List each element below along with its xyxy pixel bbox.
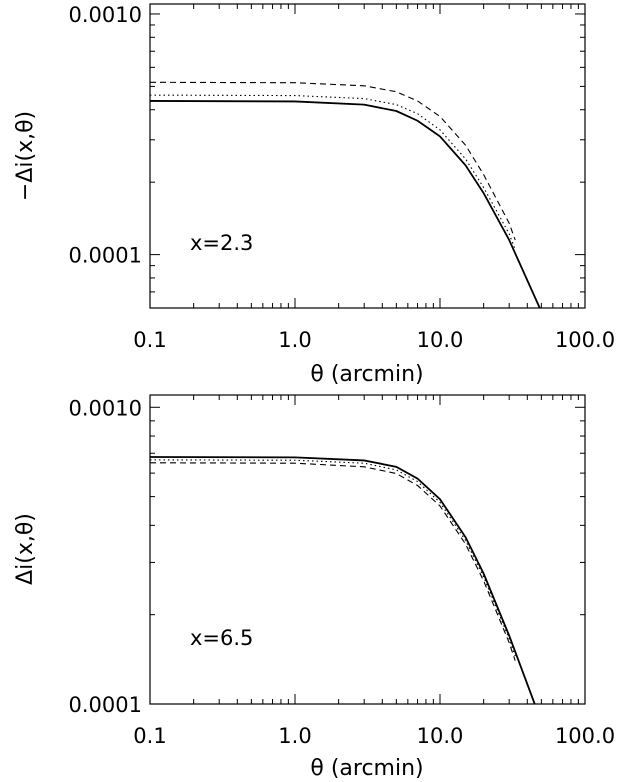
bottom-series-dashed <box>150 462 516 661</box>
bottom-tick-labels: 0.1 1.0 10.0 100.0 0.0001 0.0010 <box>69 396 616 748</box>
bottom-y-tick-label: 0.0010 <box>69 396 142 420</box>
top-series-dashed <box>150 81 516 241</box>
top-ticks <box>149 4 586 309</box>
top-y-tick-label: 0.0010 <box>69 3 142 27</box>
top-x-tick-label: 1.0 <box>278 328 311 352</box>
bottom-y-axis-label: Δi(x,θ) <box>13 513 38 585</box>
top-x-tick-label: 100.0 <box>555 328 615 352</box>
top-y-tick-label: 0.0001 <box>69 244 142 268</box>
top-series-solid <box>150 100 541 308</box>
bottom-plot-frame <box>149 394 586 705</box>
top-y-axis-label: −Δi(x,θ) <box>13 111 38 201</box>
top-series-dotted <box>150 94 516 250</box>
bottom-y-tick-label: 0.0001 <box>69 693 142 717</box>
top-series-group <box>150 81 541 308</box>
bottom-x-axis-label: θ (arcmin) <box>310 756 423 781</box>
bottom-x-tick-label: 100.0 <box>555 724 615 748</box>
top-plot-frame <box>149 3 586 309</box>
top-tick-labels: 0.1 1.0 10.0 100.0 0.0001 0.0010 <box>69 3 616 352</box>
bottom-series-group <box>150 456 536 704</box>
top-x-tick-label: 0.1 <box>133 328 166 352</box>
bottom-ticks <box>149 395 586 705</box>
top-x-axis-label: θ (arcmin) <box>310 362 423 387</box>
bottom-panel: 0.1 1.0 10.0 100.0 0.0001 0.0010 θ (arcmin) Δ… <box>13 394 616 781</box>
bottom-series-solid <box>150 456 536 704</box>
top-panel: 0.1 1.0 10.0 100.0 0.0001 0.0010 θ (arcmin) −… <box>13 3 615 387</box>
top-x-tick-label: 10.0 <box>417 328 464 352</box>
bottom-annotation: x=6.5 <box>190 626 253 650</box>
top-annotation: x=2.3 <box>190 231 253 255</box>
bottom-x-tick-label: 10.0 <box>417 724 464 748</box>
bottom-x-tick-label: 0.1 <box>133 724 166 748</box>
bottom-x-tick-label: 1.0 <box>278 724 311 748</box>
